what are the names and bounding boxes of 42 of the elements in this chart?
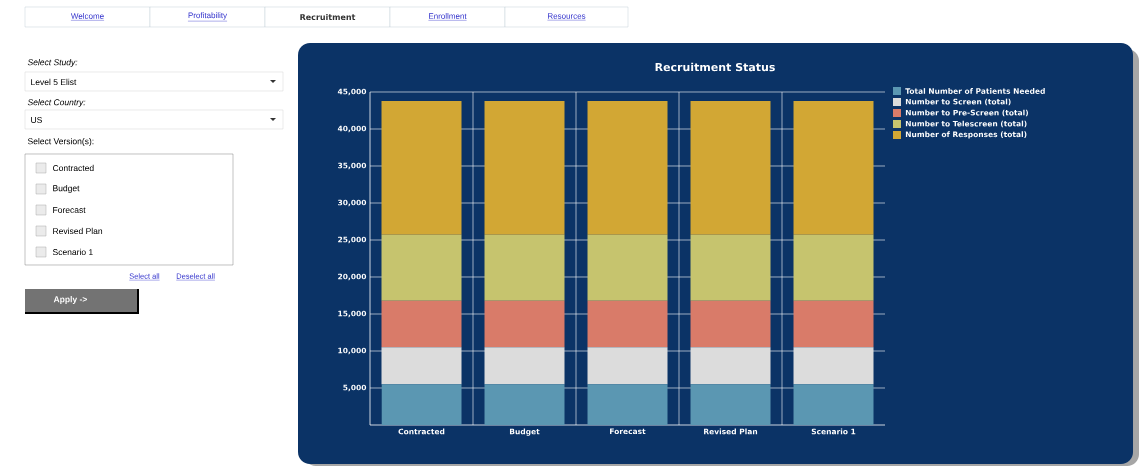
bar [587,300,668,348]
text: Enrollment [429,13,467,19]
bar [793,347,874,385]
text: Welcome [70,13,104,19]
text: Select Country: [27,99,86,107]
bar [793,100,874,235]
text: Level 5 Elist [31,78,77,86]
text: Apply -> [53,296,87,304]
text: Recruitment [300,13,356,21]
bar [587,100,668,235]
text: Contracted [52,164,94,172]
bar [690,384,771,425]
bar [381,384,462,425]
bar [690,300,771,348]
bar [484,384,565,425]
text: Scenario 1 [52,248,93,256]
chart-title: Recruitment Status [655,62,775,72]
bar [484,300,565,348]
text: Select Study: [27,59,78,67]
bar [381,234,462,301]
bar [484,100,565,235]
bar [381,347,462,385]
bar [381,100,462,235]
bar [793,300,874,348]
bar [793,234,874,301]
text: Revised Plan [53,227,103,235]
bar [381,300,462,348]
bar [587,384,668,425]
text: Budget [53,185,80,193]
bar [587,347,668,385]
text: Profitability [188,12,228,20]
bar [690,100,771,235]
bar [690,234,771,301]
bar [793,384,874,425]
bar [484,234,565,301]
text: US [31,116,42,123]
bar [484,347,565,385]
bar [587,234,668,301]
bar [690,347,771,385]
text: Resources [548,13,586,19]
text: Forecast [53,207,86,213]
text: Select Version(s): [27,138,94,146]
